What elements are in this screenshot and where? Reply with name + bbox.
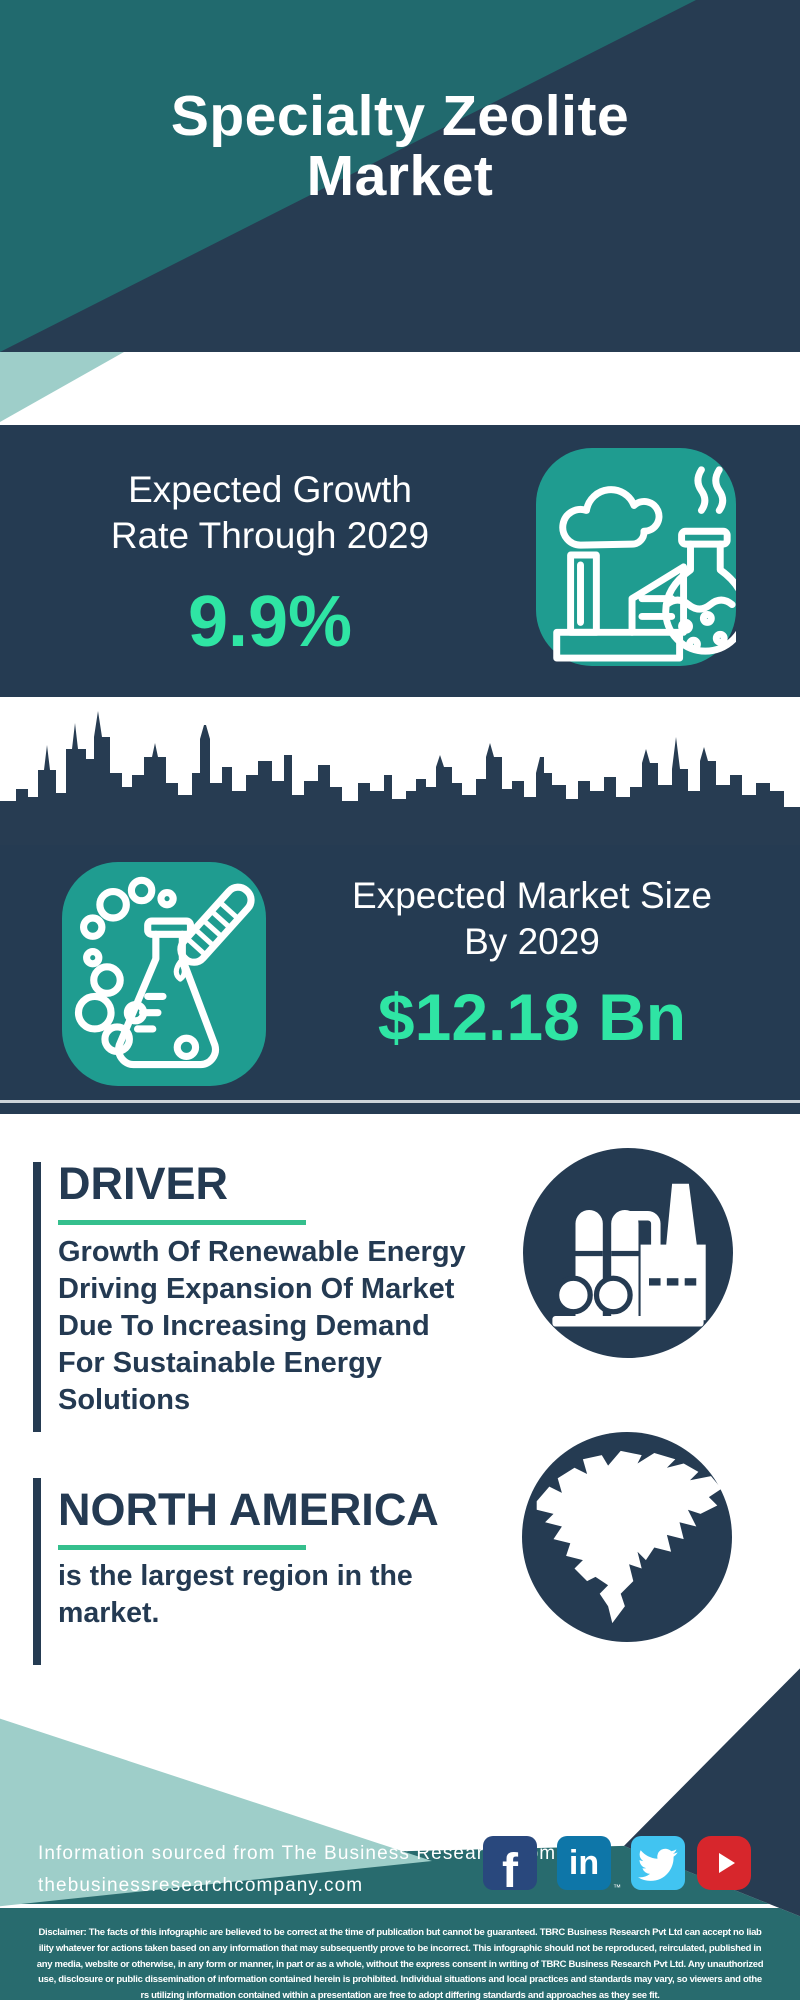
header-gap xyxy=(0,352,800,425)
footer: Information sourced from The Business Re… xyxy=(0,1665,800,2000)
disclaimer-text: Disclaimer: The facts of this infographi… xyxy=(36,1927,764,2000)
driver-accent-bar xyxy=(33,1162,41,1446)
driver-text: Growth Of Renewable Energy Driving Expan… xyxy=(58,1236,466,1416)
region-accent-bar xyxy=(33,1478,41,1665)
page-title: Specialty Zeolite Market xyxy=(0,86,800,206)
source-website-link[interactable]: thebusinessresearchcompany.com xyxy=(38,1875,364,1896)
youtube-icon[interactable] xyxy=(697,1836,751,1890)
linkedin-trademark: ™ xyxy=(613,1883,621,1892)
header-banner: Specialty Zeolite Market xyxy=(0,0,800,352)
facebook-icon[interactable]: f xyxy=(483,1836,537,1890)
factory-flask-icon xyxy=(536,448,736,666)
corner-triangle xyxy=(0,352,124,422)
market-size-card: Expected Market Size By 2029 $12.18 Bn xyxy=(0,845,800,1100)
refinery-icon xyxy=(523,1148,733,1358)
north-america-map-icon xyxy=(522,1432,732,1642)
card-separator-line xyxy=(0,1100,800,1103)
card-separator-bar xyxy=(0,1103,800,1114)
city-skyline-divider xyxy=(0,697,800,845)
linkedin-icon[interactable]: in xyxy=(557,1836,611,1890)
growth-rate-card: Expected Growth Rate Through 2029 9.9% xyxy=(0,425,800,697)
region-text: is the largest region in the market. xyxy=(58,1560,413,1629)
page-title-line2: Market xyxy=(306,144,494,208)
twitter-icon[interactable] xyxy=(631,1836,685,1890)
region-underline xyxy=(58,1545,306,1550)
market-size-value: $12.18 Bn xyxy=(377,980,687,1054)
driver-underline xyxy=(58,1220,306,1225)
footer-divider-line xyxy=(0,1904,800,1908)
market-size-label: Expected Market Size By 2029 xyxy=(352,875,712,962)
source-credit: Information sourced from The Business Re… xyxy=(38,1843,602,1864)
growth-rate-text: Expected Growth Rate Through 2029 9.9% xyxy=(70,467,470,663)
driver-section: DRIVER Growth Of Renewable Energy Drivin… xyxy=(0,1114,800,1446)
page-title-line1: Specialty Zeolite xyxy=(170,84,630,148)
region-heading: NORTH AMERICA xyxy=(58,1484,439,1535)
flask-bubbles-icon xyxy=(62,862,266,1086)
region-section: NORTH AMERICA is the largest region in t… xyxy=(0,1432,800,1665)
growth-rate-label: Expected Growth Rate Through 2029 xyxy=(110,469,430,556)
driver-heading: DRIVER xyxy=(58,1158,229,1209)
market-size-text: Expected Market Size By 2029 $12.18 Bn xyxy=(320,873,744,1055)
growth-rate-value: 9.9% xyxy=(187,582,353,662)
